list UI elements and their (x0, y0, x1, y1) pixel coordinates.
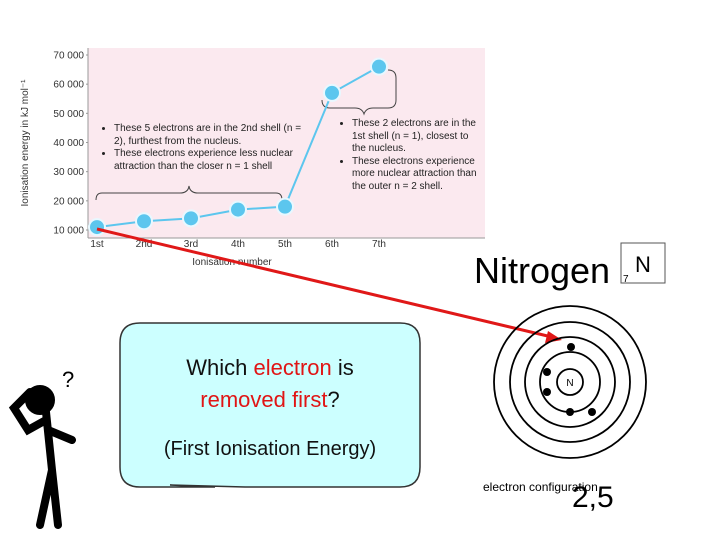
electrons (543, 343, 596, 416)
x-tick-label: 4th (231, 239, 245, 250)
x-tick-label: 6th (325, 239, 339, 250)
x-tick-label: 5th (278, 239, 292, 250)
y-tick-label: 60 000 (53, 80, 84, 91)
chart: 10 000 20 000 30 000 40 000 50 000 60 000 70 0… (53, 51, 388, 250)
annotation: These 5 electrons are in the 2nd shell (… (102, 123, 302, 173)
y-tick-label: 10 000 (53, 226, 84, 237)
point (323, 83, 341, 102)
y-tick-label: 20 000 (53, 196, 84, 207)
stick-figure (8, 385, 76, 529)
y-tick-label: 50 000 (53, 109, 84, 120)
x-tick-label: 3rd (184, 239, 198, 250)
point (370, 57, 388, 76)
nucleus-label: N (566, 378, 573, 389)
y-tick-label: 40 000 (53, 138, 84, 149)
y-axis-title: Ionisation energy in kJ mol⁻¹ (20, 79, 31, 207)
element-name: Nitrogen (474, 250, 610, 291)
arrow-head (545, 331, 562, 343)
question-text: is (337, 355, 354, 380)
element-box (620, 242, 666, 284)
thought-mark: ? (62, 367, 74, 392)
element-symbol: N (635, 252, 651, 277)
x-tick-label: 2nd (136, 239, 153, 250)
annotation-text: These 2 electrons are in the 1st shell (… (352, 118, 480, 156)
brace (95, 185, 283, 201)
atomic-number: 7 (623, 274, 629, 285)
annotation-text: These 5 electrons are in the 2nd shell (… (114, 123, 302, 148)
y-tick-label: 30 000 (53, 167, 84, 178)
question: Which electron is removed first? (125, 352, 415, 416)
config-caption: electron configuration (483, 480, 598, 494)
point (229, 200, 247, 219)
point (182, 209, 200, 228)
annotation-text: These electrons experience less nuclear … (114, 148, 302, 173)
configuration: 2,5 (572, 481, 614, 514)
question-text: removed first (200, 387, 328, 412)
x-tick-label: 1st (90, 239, 104, 250)
point (276, 197, 294, 216)
speech-bubble (119, 322, 421, 488)
y-tick-label: 70 000 (53, 51, 84, 62)
question-text: Which (186, 355, 248, 380)
question-text: ? (327, 387, 340, 412)
brace (321, 69, 397, 116)
x-tick-label: 7th (372, 239, 386, 250)
note: (First Ionisation Energy) (163, 438, 377, 460)
annotation-text: These electrons experience more nuclear … (352, 156, 480, 194)
point (88, 218, 106, 237)
annotation: These 2 electrons are in the 1st shell (… (340, 118, 480, 193)
caption-text: electron configuration (483, 480, 598, 494)
arrow (96, 227, 557, 340)
point (135, 212, 153, 231)
question-text: electron (253, 355, 332, 380)
